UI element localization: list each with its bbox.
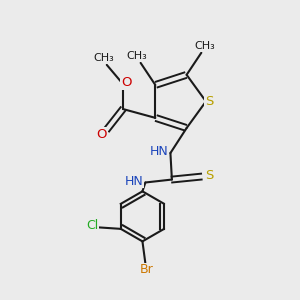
Text: CH₃: CH₃ [194, 41, 215, 51]
Text: HN: HN [150, 145, 169, 158]
Text: O: O [121, 76, 132, 89]
Text: O: O [96, 128, 107, 141]
Text: CH₃: CH₃ [127, 51, 148, 62]
Text: HN: HN [125, 175, 144, 188]
Text: S: S [205, 95, 214, 108]
Text: S: S [206, 169, 214, 182]
Text: Br: Br [140, 263, 154, 276]
Text: Cl: Cl [86, 219, 98, 232]
Text: CH₃: CH₃ [93, 53, 114, 63]
